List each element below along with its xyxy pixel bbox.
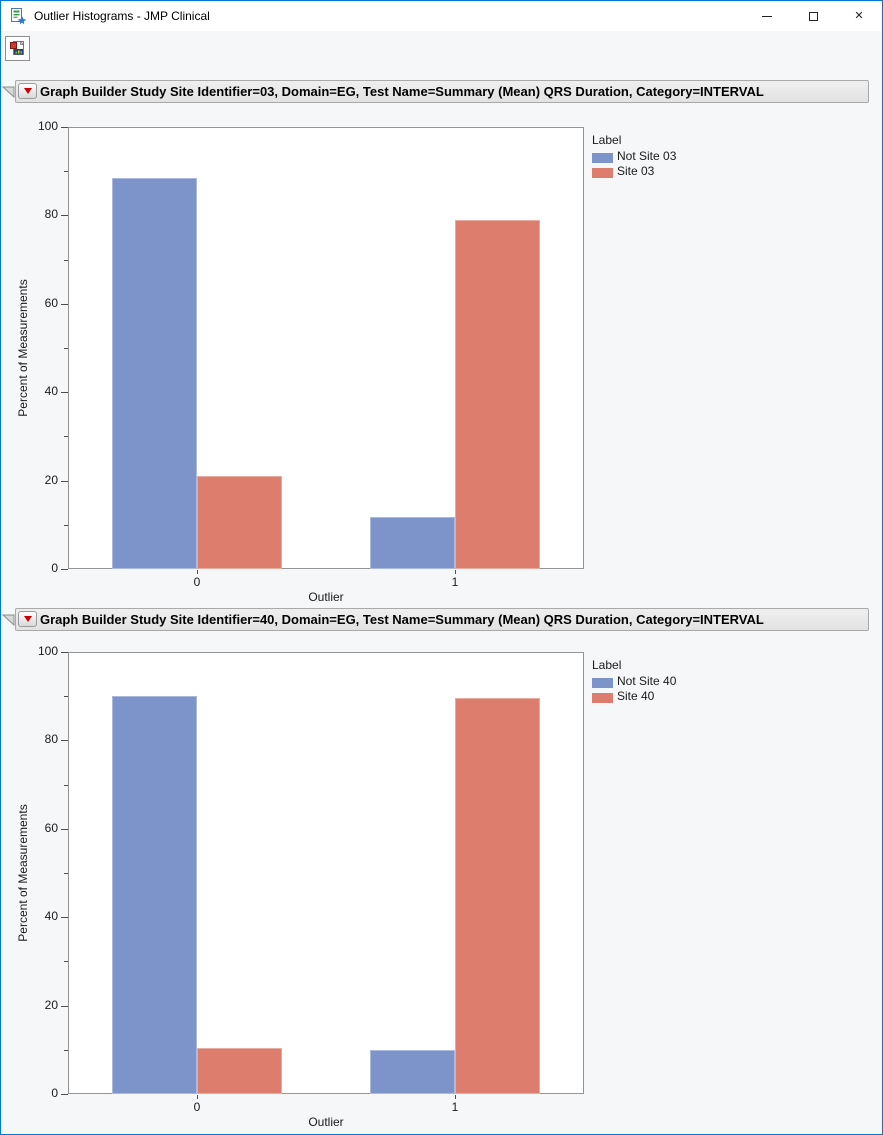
y-tick-label: 0 bbox=[51, 1086, 58, 1100]
graph-builder-canvas: 0 20 40 60 80 100 0 1 Outlier Percent of Measurem… bbox=[1, 103, 882, 608]
close-button[interactable]: ✕ bbox=[836, 1, 882, 31]
y-tick bbox=[64, 1050, 68, 1051]
section-title: Graph Builder Study Site Identifier=03, … bbox=[40, 84, 764, 99]
legend-swatch[interactable] bbox=[592, 153, 613, 163]
x-axis-title: Outlier bbox=[308, 1115, 344, 1129]
y-tick-label: 60 bbox=[44, 296, 58, 310]
close-icon: ✕ bbox=[854, 9, 864, 22]
legend-swatch[interactable] bbox=[592, 678, 613, 688]
y-tick bbox=[61, 1006, 68, 1007]
y-tick-label: 40 bbox=[44, 384, 58, 398]
y-tick-label: 80 bbox=[44, 207, 58, 221]
red-triangle-icon bbox=[23, 616, 32, 622]
y-tick bbox=[61, 569, 68, 570]
x-tick bbox=[455, 1095, 456, 1099]
outline-header-band[interactable]: Graph Builder Study Site Identifier=03, … bbox=[15, 80, 869, 103]
graph-builder-section-site-40: Graph Builder Study Site Identifier=40, … bbox=[1, 608, 882, 1134]
y-tick bbox=[61, 392, 68, 393]
title-bar[interactable]: Outlier Histograms - JMP Clinical ✕ bbox=[1, 1, 882, 31]
histogram-bar[interactable] bbox=[112, 696, 197, 1094]
y-tick-label: 20 bbox=[44, 473, 58, 487]
graph-builder-canvas: 0 20 40 60 80 100 0 1 Outlier Percent of Measurem… bbox=[1, 631, 882, 1134]
y-tick-label: 60 bbox=[44, 821, 58, 835]
window-title: Outlier Histograms - JMP Clinical bbox=[34, 9, 210, 23]
y-axis-title: Percent of Measurements bbox=[16, 279, 30, 417]
jmp-journal-icon[interactable] bbox=[9, 7, 27, 25]
y-tick bbox=[64, 348, 68, 349]
histogram-bar[interactable] bbox=[197, 476, 282, 569]
legend-item-label: Site 03 bbox=[617, 164, 655, 178]
minimize-icon bbox=[762, 15, 772, 17]
x-axis-title: Outlier bbox=[308, 590, 344, 604]
y-tick bbox=[61, 652, 68, 653]
outline-header: Graph Builder Study Site Identifier=40, … bbox=[1, 608, 882, 631]
y-tick bbox=[61, 127, 68, 128]
journal-report-button[interactable] bbox=[5, 36, 30, 61]
x-tick bbox=[455, 570, 456, 574]
x-tick bbox=[197, 570, 198, 574]
histogram-bar[interactable] bbox=[455, 220, 540, 569]
y-tick-label: 80 bbox=[44, 732, 58, 746]
y-tick bbox=[61, 215, 68, 216]
minimize-button[interactable] bbox=[744, 1, 790, 31]
histogram-bar[interactable] bbox=[455, 698, 540, 1094]
y-tick-label: 40 bbox=[44, 909, 58, 923]
y-tick bbox=[64, 785, 68, 786]
red-triangle-icon bbox=[23, 88, 32, 94]
y-axis-title: Percent of Measurements bbox=[16, 804, 30, 942]
toolbar bbox=[1, 31, 882, 74]
histogram-bar[interactable] bbox=[370, 1050, 455, 1094]
y-tick bbox=[61, 740, 68, 741]
y-tick-label: 100 bbox=[37, 119, 58, 133]
disclosure-triangle-icon[interactable] bbox=[1, 612, 15, 627]
report-body: Graph Builder Study Site Identifier=03, … bbox=[1, 74, 882, 1134]
disclosure-triangle-icon[interactable] bbox=[1, 84, 15, 99]
legend-item-label: Not Site 40 bbox=[617, 674, 677, 688]
outline-header: Graph Builder Study Site Identifier=03, … bbox=[1, 80, 882, 103]
y-tick bbox=[64, 260, 68, 261]
outline-header-band[interactable]: Graph Builder Study Site Identifier=40, … bbox=[15, 608, 869, 631]
x-tick-label: 0 bbox=[193, 575, 201, 589]
maximize-icon bbox=[808, 11, 818, 21]
y-tick bbox=[61, 304, 68, 305]
window-controls: ✕ bbox=[744, 1, 882, 31]
journal-report-icon bbox=[10, 40, 25, 55]
histogram-bar[interactable] bbox=[197, 1048, 282, 1094]
y-tick bbox=[64, 171, 68, 172]
legend-title: Label bbox=[592, 658, 622, 672]
y-tick bbox=[61, 1094, 68, 1095]
legend-swatch[interactable] bbox=[592, 168, 613, 178]
x-tick-label: 0 bbox=[193, 1100, 201, 1114]
y-tick bbox=[64, 961, 68, 962]
x-tick-label: 1 bbox=[451, 575, 459, 589]
y-tick bbox=[64, 525, 68, 526]
red-triangle-menu-button[interactable] bbox=[18, 83, 37, 99]
legend-item-label: Not Site 03 bbox=[617, 149, 677, 163]
red-triangle-menu-button[interactable] bbox=[18, 611, 37, 627]
y-tick bbox=[61, 917, 68, 918]
y-tick-label: 0 bbox=[51, 561, 58, 575]
legend-swatch[interactable] bbox=[592, 693, 613, 703]
y-tick bbox=[64, 873, 68, 874]
x-tick bbox=[197, 1095, 198, 1099]
y-tick bbox=[61, 829, 68, 830]
histogram-bar[interactable] bbox=[370, 517, 455, 569]
y-tick-label: 100 bbox=[37, 644, 58, 658]
legend-item-label: Site 40 bbox=[617, 689, 655, 703]
histogram-bar[interactable] bbox=[112, 178, 197, 569]
y-tick bbox=[64, 696, 68, 697]
y-tick-label: 20 bbox=[44, 998, 58, 1012]
y-tick bbox=[61, 481, 68, 482]
graph-builder-section-site-03: Graph Builder Study Site Identifier=03, … bbox=[1, 80, 882, 608]
section-title: Graph Builder Study Site Identifier=40, … bbox=[40, 612, 764, 627]
y-tick bbox=[64, 436, 68, 437]
x-tick-label: 1 bbox=[451, 1100, 459, 1114]
legend-title: Label bbox=[592, 133, 622, 147]
maximize-button[interactable] bbox=[790, 1, 836, 31]
